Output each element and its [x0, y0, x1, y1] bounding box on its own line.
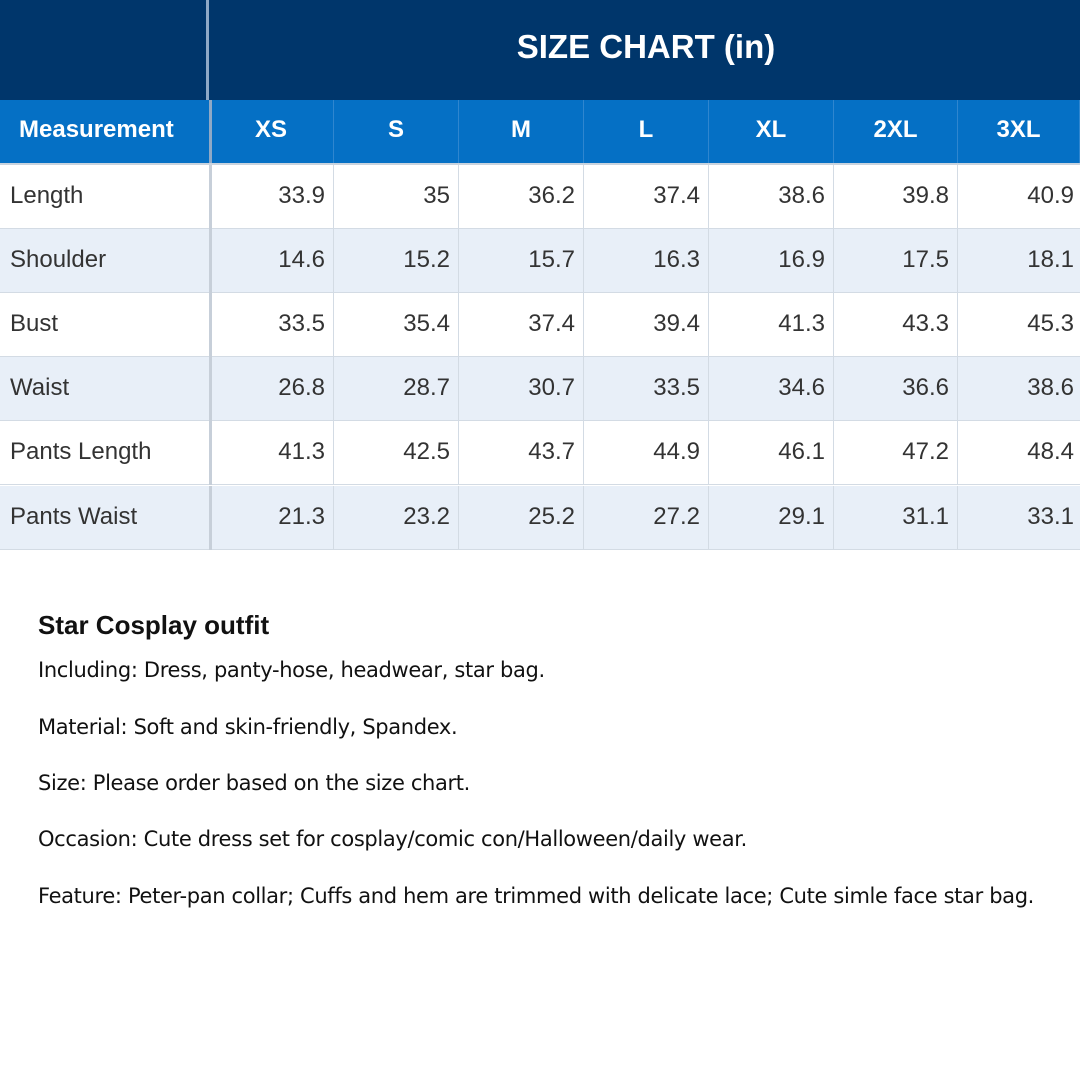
table-cell: 41.3 — [709, 293, 834, 357]
table-cell: 15.7 — [459, 229, 584, 293]
table-cell: 39.4 — [584, 293, 709, 357]
table-cell: 16.3 — [584, 229, 709, 293]
table-cell: 34.6 — [709, 357, 834, 421]
table-cell: 33.9 — [209, 165, 334, 229]
table-cell: 43.7 — [459, 421, 584, 485]
description-line: Material: Soft and skin-friendly, Spande… — [38, 715, 458, 739]
row-label: Bust — [0, 293, 212, 357]
table-cell: 17.5 — [834, 229, 958, 293]
header-size-m: M — [459, 100, 584, 163]
table-cell: 43.3 — [834, 293, 958, 357]
table-cell: 29.1 — [709, 486, 834, 550]
header-size-xl: XL — [709, 100, 834, 163]
table-cell: 26.8 — [209, 357, 334, 421]
table-cell: 31.1 — [834, 486, 958, 550]
title-corner-cell — [0, 0, 209, 100]
description-line: Occasion: Cute dress set for cosplay/com… — [38, 827, 747, 851]
table-cell: 37.4 — [459, 293, 584, 357]
table-cell: 15.2 — [334, 229, 459, 293]
table-row: Bust 33.5 35.4 37.4 39.4 41.3 43.3 45.3 — [0, 293, 1080, 357]
table-cell: 33.1 — [1027, 503, 1074, 530]
table-row: Pants Length 41.3 42.5 43.7 44.9 46.1 47.2 48.4 — [0, 421, 1080, 485]
table-cell: 46.1 — [709, 421, 834, 485]
row-label: Waist — [0, 357, 212, 421]
table-cell: 27.2 — [584, 486, 709, 550]
description-line: Feature: Peter-pan collar; Cuffs and hem… — [38, 884, 1034, 908]
header-size-l: L — [584, 100, 709, 163]
table-cell: 35.4 — [334, 293, 459, 357]
table-cell: 37.4 — [584, 165, 709, 229]
table-cell: 40.9 — [1027, 182, 1074, 209]
description-line: Size: Please order based on the size cha… — [38, 771, 471, 795]
table-cell: 28.7 — [334, 357, 459, 421]
size-chart-title-row: SIZE CHART (in) — [0, 0, 1080, 100]
table-cell: 23.2 — [334, 486, 459, 550]
table-cell: 25.2 — [459, 486, 584, 550]
size-chart-title: SIZE CHART (in) — [516, 28, 776, 65]
table-cell: 47.2 — [834, 421, 958, 485]
row-label: Pants Length — [0, 421, 212, 485]
table-cell: 38.6 — [1027, 374, 1074, 401]
table-cell: 36.6 — [834, 357, 958, 421]
table-row: Pants Waist 21.3 23.2 25.2 27.2 29.1 31.1 33.1 — [0, 486, 1080, 550]
table-cell: 16.9 — [709, 229, 834, 293]
table-header-row: Measurement XS S M L XL 2XL 3XL — [0, 100, 1080, 163]
row-label: Length — [0, 165, 212, 229]
header-size-xs: XS — [209, 100, 334, 163]
header-divider — [0, 163, 1080, 166]
table-cell: 18.1 — [1027, 246, 1074, 273]
header-size-2xl: 2XL — [834, 100, 958, 163]
table-cell: 44.9 — [584, 421, 709, 485]
table-cell: 38.6 — [709, 165, 834, 229]
header-size-3xl: 3XL — [958, 100, 1080, 163]
header-measurement: Measurement — [0, 100, 212, 163]
table-cell: 36.2 — [459, 165, 584, 229]
table-cell: 35 — [334, 165, 459, 229]
table-cell: 33.5 — [209, 293, 334, 357]
table-cell: 30.7 — [459, 357, 584, 421]
table-cell: 33.5 — [584, 357, 709, 421]
product-title: Star Cosplay outfit — [38, 610, 270, 640]
table-cell: 48.4 — [1027, 438, 1074, 465]
table-row: Length 33.9 35 36.2 37.4 38.6 39.8 40.9 — [0, 165, 1080, 229]
row-label: Pants Waist — [0, 486, 212, 550]
description-line: Including: Dress, panty-hose, headwear, … — [38, 658, 545, 682]
table-cell: 39.8 — [834, 165, 958, 229]
table-cell: 14.6 — [209, 229, 334, 293]
table-cell: 21.3 — [209, 486, 334, 550]
table-row: Shoulder 14.6 15.2 15.7 16.3 16.9 17.5 18.1 — [0, 229, 1080, 293]
header-size-s: S — [334, 100, 459, 163]
row-label: Shoulder — [0, 229, 212, 293]
table-cell: 45.3 — [1027, 310, 1074, 337]
table-row: Waist 26.8 28.7 30.7 33.5 34.6 36.6 38.6 — [0, 357, 1080, 421]
table-cell: 42.5 — [334, 421, 459, 485]
size-chart-table: SIZE CHART (in) Measurement XS S M L XL 2XL 3XL… — [0, 0, 1080, 550]
table-cell: 41.3 — [209, 421, 334, 485]
